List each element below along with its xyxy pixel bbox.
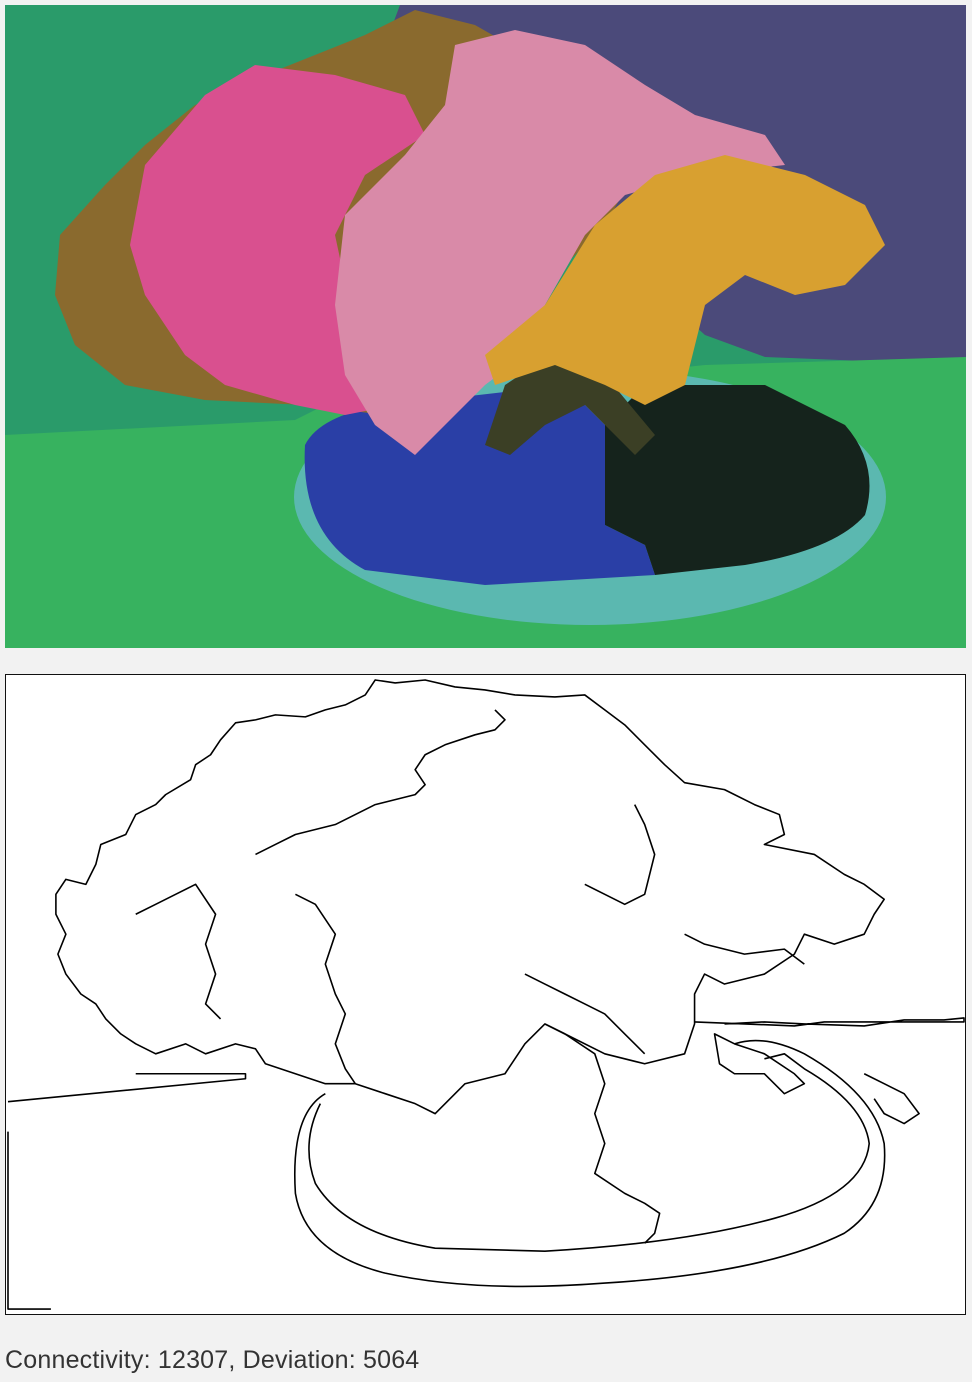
contour-canopy-outline	[55, 679, 885, 1115]
contour-inner-boundary-4	[524, 973, 646, 1055]
contour-right-fragment	[863, 1073, 920, 1125]
contour-pot-outer	[294, 1039, 886, 1288]
region-flowers-pink	[335, 30, 785, 455]
contour-table-edge	[7, 1072, 247, 1103]
segmentation-overlay-canvas	[5, 5, 966, 648]
region-trunk	[485, 355, 655, 455]
contour-view	[5, 674, 966, 1315]
contour-table-right	[694, 1017, 965, 1027]
contour-canvas	[7, 679, 965, 1310]
contour-rim-fragment	[713, 1033, 806, 1095]
region-flowers-yellow	[485, 155, 885, 405]
contour-trunk	[544, 1023, 661, 1244]
contour-inner-boundary-1	[255, 709, 506, 856]
region-soil-right	[605, 385, 870, 575]
status-text: Connectivity: 12307, Deviation: 5064	[5, 1346, 420, 1374]
contour-table-left-edge	[7, 1131, 51, 1310]
segmentation-overlay-view	[5, 5, 966, 648]
contour-inner-boundary-5	[135, 883, 222, 1020]
contour-inner-boundary-3	[584, 804, 656, 906]
contour-inner-boundary-6	[684, 933, 805, 965]
contour-pot-inner	[308, 1053, 870, 1252]
contour-inner-boundary-2	[295, 893, 356, 1085]
